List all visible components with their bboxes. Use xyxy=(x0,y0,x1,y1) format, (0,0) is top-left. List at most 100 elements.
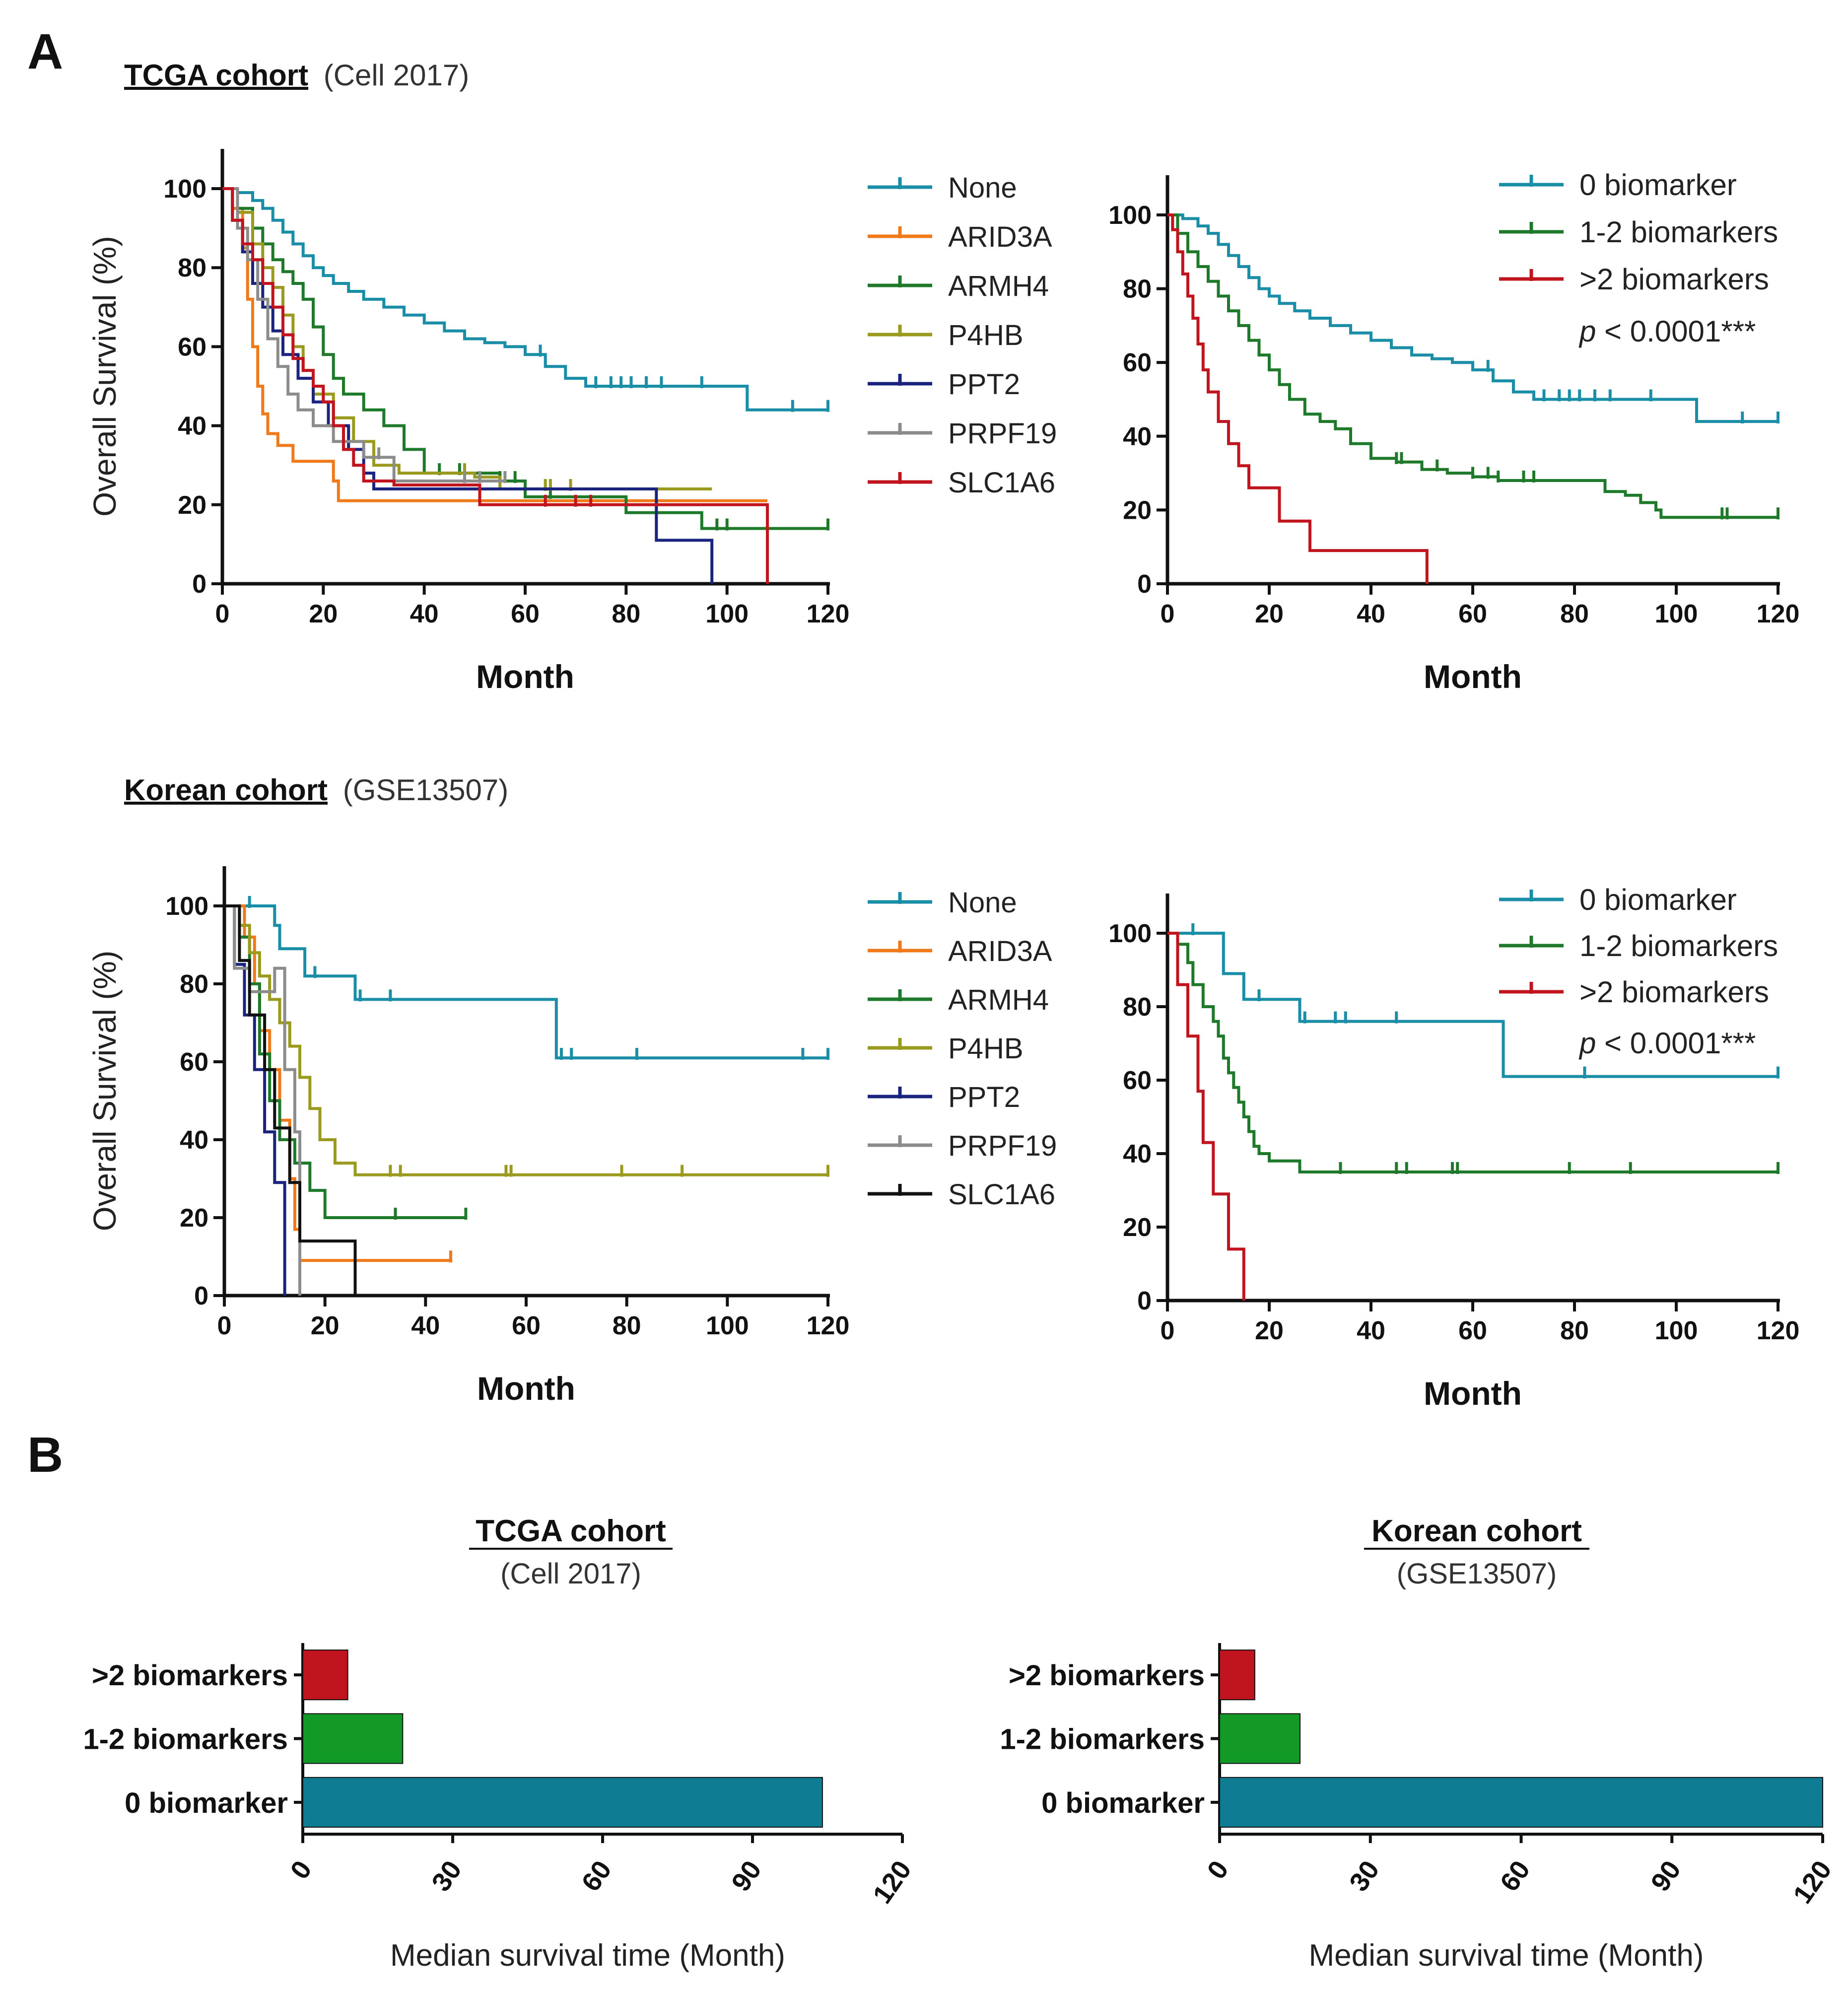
korean_combined-y-tick-label: 80 xyxy=(1123,993,1152,1022)
tcga_combined-legend-label-0-biomarker: 0 biomarker xyxy=(1579,168,1737,202)
korean_combined-curve-gt2-biomarkers xyxy=(1167,932,1245,1301)
korean_single-x-tick-label: 60 xyxy=(512,1311,541,1340)
korean_single-legend-label-armh4: ARMH4 xyxy=(948,984,1049,1016)
korean_combined-x-tick-label: 80 xyxy=(1560,1316,1589,1345)
tcga_single-legend-label-p4hb: P4HB xyxy=(948,319,1024,351)
korean-heading-name: Korean cohort xyxy=(124,773,328,807)
tcga_single-curve-ppt2 xyxy=(222,187,714,584)
korean_single-y-tick-label: 0 xyxy=(194,1282,208,1310)
korean_combined-x-tick-label: 40 xyxy=(1357,1316,1385,1345)
tcga_single-legend-label-slc1a6: SLC1A6 xyxy=(948,467,1055,499)
tcga_combined-x-tick-label: 0 xyxy=(1161,600,1175,628)
tcga_median-category-label-0-biomarker: 0 biomarker xyxy=(125,1787,288,1819)
tcga_single-x-axis-title: Month xyxy=(476,658,574,695)
tcga_combined-curve-1-2-biomarkers xyxy=(1167,213,1778,519)
korean_combined-legend-label-0-biomarker: 0 biomarker xyxy=(1579,883,1737,916)
bar-subtitle-tcga: (Cell 2017) xyxy=(500,1558,641,1590)
korean_combined-x-tick-label: 0 xyxy=(1161,1316,1175,1345)
tcga_single-curve-prpf19 xyxy=(222,187,505,482)
korean_combined-legend-label-gt2-biomarkers: >2 biomarkers xyxy=(1579,975,1769,1009)
korean_combined-x-tick-label: 20 xyxy=(1255,1316,1284,1345)
korean_single-y-tick-label: 20 xyxy=(180,1204,208,1233)
tcga_combined-legend-label-gt2-biomarkers: >2 biomarkers xyxy=(1579,263,1769,296)
bar-title-tcga: TCGA cohort xyxy=(476,1514,666,1548)
tcga-heading-name: TCGA cohort xyxy=(124,59,308,92)
korean_single-y-axis-title: Overall Survival (%) xyxy=(87,951,123,1231)
korean_combined-p-value-symbol: p xyxy=(1578,1027,1596,1060)
bar-subtitle-korean: (GSE13507) xyxy=(1397,1558,1557,1590)
korean_single-x-tick-label: 100 xyxy=(706,1311,749,1340)
tcga_single-x-tick-label: 0 xyxy=(215,600,230,628)
korean_single-y-tick-label: 80 xyxy=(180,970,208,999)
korean_single-y-tick-label: 40 xyxy=(180,1126,208,1155)
korean_single-curve-p4hb xyxy=(224,904,828,1176)
korean_single-legend-label-none: None xyxy=(948,887,1017,919)
tcga_combined-p-value-text: < 0.0001*** xyxy=(1596,315,1756,348)
tcga_single-curve-none xyxy=(222,187,828,412)
tcga-heading: TCGA cohort (Cell 2017) xyxy=(124,59,469,92)
tcga_combined-y-tick-label: 40 xyxy=(1123,422,1152,451)
tcga_combined-y-tick-label: 60 xyxy=(1123,348,1152,377)
tcga_single-y-tick-label: 60 xyxy=(178,333,206,361)
tcga_single-y-tick-label: 20 xyxy=(178,491,206,520)
korean_single-x-tick-label: 0 xyxy=(217,1311,232,1340)
korean_combined-y-tick-label: 60 xyxy=(1123,1066,1152,1095)
tcga_single-legend-label-prpf19: PRPF19 xyxy=(948,417,1057,450)
tcga_median-bar-gt2-biomarkers xyxy=(302,1649,348,1701)
korean_median-bar-1-2-biomarkers xyxy=(1219,1713,1300,1764)
korean_combined-x-tick-label: 120 xyxy=(1757,1316,1800,1345)
korean_combined-p-value-text: < 0.0001*** xyxy=(1596,1027,1756,1060)
korean_single-y-tick-label: 60 xyxy=(180,1048,208,1077)
korean_single-legend-label-arid3a: ARID3A xyxy=(948,935,1052,967)
km-chart-korean-combined: 0 20 40 60 80 100 120 0 20 40 60 80 100 Month 0 biomar… xyxy=(1108,883,1799,1412)
tcga_combined-x-tick-label: 80 xyxy=(1560,600,1589,628)
korean_combined-y-tick-label: 100 xyxy=(1108,919,1152,948)
korean_single-legend-label-ppt2: PPT2 xyxy=(948,1081,1020,1113)
korean_single-x-tick-label: 40 xyxy=(411,1311,440,1340)
tcga_single-legend-label-armh4: ARMH4 xyxy=(948,270,1049,302)
korean_single-y-tick-label: 100 xyxy=(165,892,208,921)
panel-label-a: A xyxy=(27,24,63,79)
korean_combined-legend-label-1-2-biomarkers: 1-2 biomarkers xyxy=(1579,929,1778,962)
tcga_combined-y-tick-label: 20 xyxy=(1123,496,1152,525)
tcga_single-x-tick-label: 60 xyxy=(511,600,540,628)
tcga_combined-x-tick-label: 20 xyxy=(1255,600,1284,628)
korean_combined-p-value-annotation: p < 0.0001*** xyxy=(1578,1027,1756,1060)
svg-text:Korean cohort (GSE13507): Korean cohort (GSE13507) xyxy=(124,773,508,807)
tcga_single-x-tick-label: 80 xyxy=(612,600,640,628)
tcga_single-y-tick-label: 100 xyxy=(163,175,206,204)
tcga_single-x-tick-label: 40 xyxy=(410,600,439,628)
korean_single-x-axis-title: Month xyxy=(477,1370,575,1407)
korean_median-bar-0-biomarker xyxy=(1219,1777,1823,1828)
korean-heading: Korean cohort (GSE13507) xyxy=(124,773,508,807)
tcga_combined-x-tick-label: 60 xyxy=(1458,600,1487,628)
korean_single-legend-label-slc1a6: SLC1A6 xyxy=(948,1178,1055,1211)
tcga_combined-p-value-annotation: p < 0.0001*** xyxy=(1578,315,1756,348)
korean_combined-x-axis-title: Month xyxy=(1424,1375,1522,1412)
tcga_median-bar-0-biomarker xyxy=(302,1777,823,1828)
tcga_single-x-tick-label: 120 xyxy=(807,600,850,628)
korean-heading-ref: (GSE13507) xyxy=(343,773,509,807)
korean_combined-y-tick-label: 40 xyxy=(1123,1140,1152,1168)
tcga_single-curve-slc1a6 xyxy=(222,187,769,584)
korean_combined-curve-0-biomarker xyxy=(1167,932,1778,1078)
tcga_single-legend-label-none: None xyxy=(948,172,1017,204)
tcga_combined-y-tick-label: 80 xyxy=(1123,275,1152,304)
korean_combined-y-tick-label: 20 xyxy=(1123,1213,1152,1242)
tcga_median-category-label-gt2-biomarkers: >2 biomarkers xyxy=(92,1659,288,1692)
korean_median-category-label-1-2-biomarkers: 1-2 biomarkers xyxy=(1000,1723,1205,1756)
korean_median-bar-gt2-biomarkers xyxy=(1219,1649,1255,1701)
km-chart-korean-single: 0 20 40 60 80 100 120 0 20 40 60 80 100 Month Overall … xyxy=(87,866,1057,1407)
korean_single-x-tick-label: 80 xyxy=(613,1311,641,1340)
tcga_median-bar-1-2-biomarkers xyxy=(302,1713,404,1764)
korean_combined-y-tick-label: 0 xyxy=(1137,1287,1152,1315)
tcga_combined-y-tick-label: 100 xyxy=(1108,201,1152,230)
korean_median-category-label-0-biomarker: 0 biomarker xyxy=(1041,1787,1205,1819)
tcga_single-curve-armh4 xyxy=(222,187,828,530)
tcga_single-y-axis-title: Overall Survival (%) xyxy=(87,236,123,516)
bar-title-korean: Korean cohort xyxy=(1371,1514,1582,1548)
korean_single-x-tick-label: 120 xyxy=(807,1311,850,1340)
tcga_single-x-tick-label: 20 xyxy=(309,600,338,628)
tcga_median-category-label-1-2-biomarkers: 1-2 biomarkers xyxy=(83,1723,288,1756)
